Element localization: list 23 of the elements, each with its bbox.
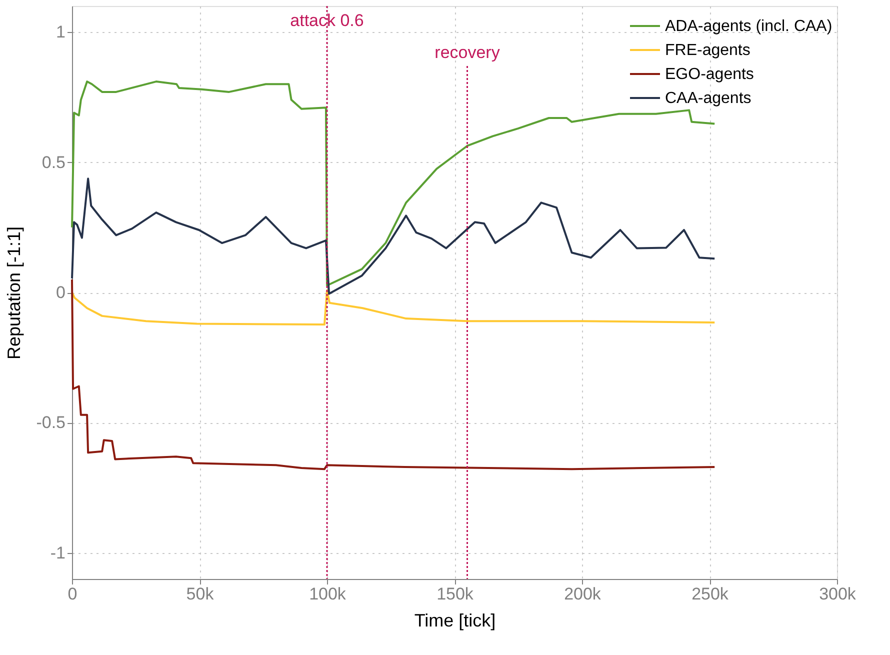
x-tick-label: 150k xyxy=(436,584,474,604)
x-tick-label: 300k xyxy=(819,584,856,604)
line-series xyxy=(71,289,716,326)
x-tick-label: 250k xyxy=(692,584,729,604)
legend-label: ADA-agents (incl. CAA) xyxy=(665,18,832,35)
y-tick-label: 1 xyxy=(56,22,66,42)
y-tick-label: -0.5 xyxy=(36,413,66,432)
line-series xyxy=(71,278,716,470)
y-axis-title: Reputation [-1:1] xyxy=(4,226,24,360)
x-tick-label: 200k xyxy=(564,584,602,604)
ref-line-label: attack 0.6 xyxy=(290,11,364,30)
legend-label: FRE-agents xyxy=(665,42,750,59)
ref-line-label: recovery xyxy=(434,43,500,62)
line-series xyxy=(71,178,716,295)
y-tick-label: -1 xyxy=(50,543,66,562)
y-tick-label: 0.5 xyxy=(42,152,66,172)
legend-label: CAA-agents xyxy=(665,90,752,107)
x-axis-title: Time [tick] xyxy=(414,610,496,630)
x-tick-label: 0 xyxy=(68,584,78,604)
legend-label: EGO-agents xyxy=(665,66,754,83)
x-tick-label: 50k xyxy=(186,584,214,604)
y-tick-label: 0 xyxy=(56,283,66,302)
x-tick-label: 100k xyxy=(309,584,346,604)
